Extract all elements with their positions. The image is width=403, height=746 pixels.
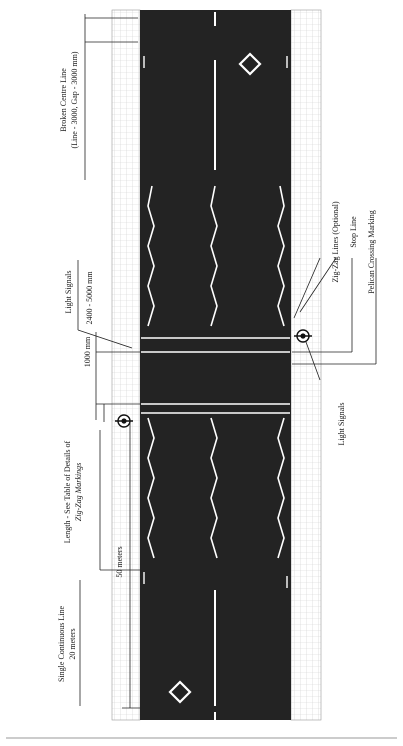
label-light-signals-top: Light Signals <box>64 271 73 314</box>
left-verge <box>111 9 141 721</box>
svg-text:Length - See Table of Details: Length - See Table of Details of <box>63 440 72 543</box>
label-2400-5000mm: 2400 - 5000 mm <box>85 271 94 325</box>
traffic-signal-icon <box>294 329 312 343</box>
label-light-signals-bottom: Light Signals <box>337 403 346 446</box>
zigzag-upper <box>147 185 285 327</box>
stop-lines <box>141 337 290 414</box>
diamond-marking-icon <box>238 52 262 76</box>
svg-text:20 meters: 20 meters <box>68 628 77 659</box>
leader-lines <box>77 14 377 709</box>
label-50-meters: 50 meters <box>115 546 124 577</box>
label-1000mm: 1000 mm <box>83 336 92 367</box>
right-verge <box>290 9 322 721</box>
label-single-continuous: Single Continuous Line 20 meters <box>57 606 77 682</box>
label-pelican-crossing: Pelican Crossing Marking <box>367 210 376 294</box>
label-length: Length - See Table of Details of Zig-Zag… <box>63 440 83 543</box>
label-zigzag-optional: Zig-Zag Lines (Optional) <box>331 201 340 283</box>
svg-text:Zig-Zag Markings: Zig-Zag Markings <box>74 463 83 521</box>
zigzag-lower <box>147 417 285 559</box>
label-stop-line: Stop Line <box>349 216 358 248</box>
label-broken-centre-line: Broken Centre Line (Line - 3000, Gap - 3… <box>59 51 79 148</box>
diamond-marking-icon <box>168 680 192 704</box>
svg-text:Broken Centre Line: Broken Centre Line <box>59 68 68 132</box>
svg-text:Single Continuous Line: Single Continuous Line <box>57 606 66 682</box>
svg-text:(Line - 3000, Gap - 3000 mm): (Line - 3000, Gap - 3000 mm) <box>70 51 79 148</box>
traffic-signal-icon <box>115 414 133 428</box>
